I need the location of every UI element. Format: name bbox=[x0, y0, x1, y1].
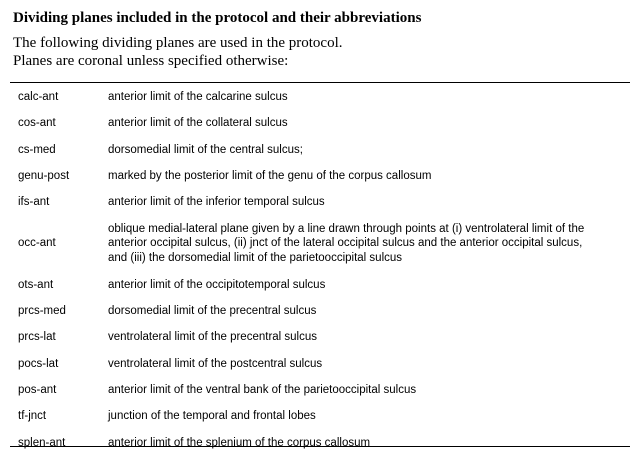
description-cell: anterior limit of the occipitotemporal s… bbox=[108, 278, 628, 293]
description-cell: oblique medial-lateral plane given by a … bbox=[108, 222, 628, 266]
document-title: Dividing planes included in the protocol… bbox=[13, 10, 422, 26]
description-line: anterior limit of the splenium of the co… bbox=[108, 436, 371, 449]
description-cell: ventrolateral limit of the postcentral s… bbox=[108, 357, 628, 372]
abbreviation-cell: prcs-med bbox=[18, 305, 66, 318]
description-cell: anterior limit of the ventral bank of th… bbox=[108, 383, 628, 398]
abbreviation-cell: ifs-ant bbox=[18, 196, 50, 209]
abbreviation-cell: cs-med bbox=[18, 143, 56, 156]
description-line: anterior limit of the inferior temporal … bbox=[108, 196, 325, 209]
description-cell: anterior limit of the splenium of the co… bbox=[108, 436, 628, 451]
description-line: anterior limit of the occipitotemporal s… bbox=[108, 278, 326, 291]
description-line: ventrolateral limit of the precentral su… bbox=[108, 331, 318, 344]
abbreviation-cell: genu-post bbox=[18, 169, 70, 182]
description-line: anterior occipital sulcus, (ii) jnct of … bbox=[108, 237, 583, 249]
abbreviation-cell: pos-ant bbox=[18, 384, 57, 396]
description-line: marked by the posterior limit of the gen… bbox=[108, 169, 432, 182]
description-line: oblique medial-lateral plane given by a … bbox=[108, 222, 585, 235]
description-cell: marked by the posterior limit of the gen… bbox=[108, 169, 628, 184]
description-cell: ventrolateral limit of the precentral su… bbox=[108, 330, 628, 345]
description-line: anterior limit of the ventral bank of th… bbox=[108, 384, 417, 396]
description-cell: anterior limit of the collateral sulcus bbox=[108, 116, 628, 131]
abbreviation-cell: splen-ant bbox=[18, 436, 66, 449]
description-line: and (iii) the dorsomedial limit of the p… bbox=[108, 251, 403, 264]
intro-line-1: The following dividing planes are used i… bbox=[13, 35, 343, 51]
abbreviation-cell: calc-ant bbox=[18, 91, 59, 103]
description-line: dorsomedial limit of the central sulcus; bbox=[108, 143, 303, 156]
description-line: anterior limit of the collateral sulcus bbox=[108, 117, 288, 130]
abbreviation-cell: pocs-lat bbox=[18, 357, 59, 370]
description-cell: anterior limit of the inferior temporal … bbox=[108, 195, 628, 210]
table-bottom-rule bbox=[10, 446, 630, 447]
description-line: anterior limit of the calcarine sulcus bbox=[108, 91, 288, 103]
intro-line-2: Planes are coronal unless specified othe… bbox=[13, 53, 289, 69]
description-line: dorsomedial limit of the precentral sulc… bbox=[108, 305, 317, 318]
abbreviation-cell: ots-ant bbox=[18, 278, 54, 291]
abbreviation-cell: cos-ant bbox=[18, 117, 56, 130]
abbreviation-cell: prcs-lat bbox=[18, 331, 56, 344]
description-cell: dorsomedial limit of the central sulcus; bbox=[108, 143, 628, 158]
description-line: ventrolateral limit of the postcentral s… bbox=[108, 357, 323, 370]
description-line: junction of the temporal and frontal lob… bbox=[108, 410, 316, 423]
abbreviation-cell: occ-ant bbox=[18, 237, 56, 249]
description-cell: anterior limit of the calcarine sulcus bbox=[108, 90, 628, 105]
abbreviation-cell: tf-jnct bbox=[18, 410, 47, 423]
table-top-rule bbox=[10, 82, 630, 83]
description-cell: dorsomedial limit of the precentral sulc… bbox=[108, 304, 628, 319]
description-cell: junction of the temporal and frontal lob… bbox=[108, 409, 628, 424]
